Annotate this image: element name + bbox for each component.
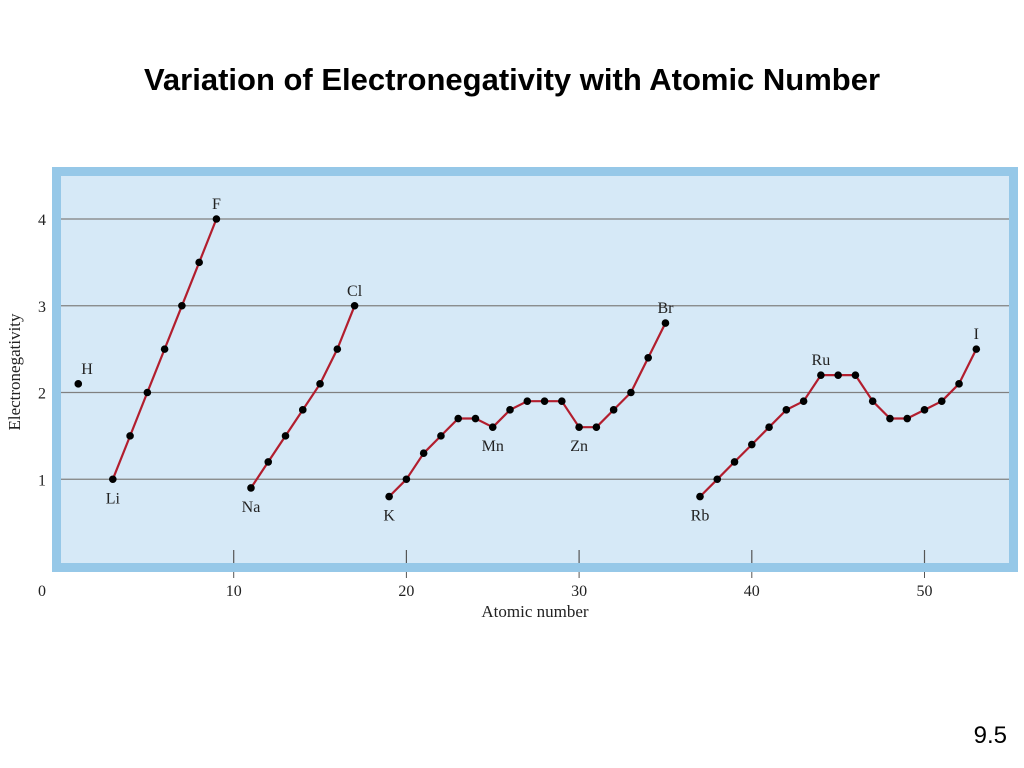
data-point — [160, 345, 169, 353]
data-point — [765, 423, 773, 432]
data-point — [713, 475, 722, 484]
data-point — [247, 484, 255, 492]
data-point — [972, 345, 981, 353]
data-point — [454, 414, 463, 423]
data-point — [316, 380, 324, 388]
data-point — [350, 301, 359, 310]
y-tick-label: 1 — [38, 472, 46, 489]
data-point — [920, 406, 929, 414]
data-point — [298, 406, 307, 414]
x-axis-label: Atomic number — [481, 602, 589, 621]
element-label: Mn — [482, 438, 504, 455]
data-point — [851, 371, 860, 379]
data-point — [264, 458, 273, 466]
data-point — [419, 449, 428, 458]
data-point — [488, 423, 497, 432]
data-point — [143, 388, 152, 397]
element-labels: F Li Cl Na Br K Mn Zn I Ru Rb H — [81, 196, 979, 525]
x-tick-label: 10 — [226, 583, 242, 600]
data-point — [955, 380, 963, 388]
data-point — [523, 397, 532, 405]
element-label: I — [974, 326, 979, 343]
data-point — [212, 215, 221, 223]
data-point — [281, 432, 290, 440]
data-point — [644, 354, 652, 362]
element-label: H — [81, 361, 93, 378]
x-tick-label: 0 — [38, 583, 46, 600]
data-point — [333, 345, 342, 353]
element-label: Zn — [570, 438, 588, 455]
element-label: F — [212, 196, 221, 213]
data-point — [799, 397, 808, 405]
data-point — [748, 440, 756, 449]
x-tick-label: 40 — [744, 583, 760, 600]
y-tick-label: 4 — [38, 212, 46, 229]
x-tick-label: 50 — [917, 583, 933, 600]
y-axis-label: Electronegativity — [5, 313, 24, 431]
data-point — [868, 397, 877, 405]
data-point — [696, 492, 704, 501]
data-point — [661, 319, 670, 327]
element-label: Br — [657, 300, 674, 317]
element-label: Li — [106, 490, 121, 507]
data-point — [109, 475, 117, 484]
data-point — [575, 423, 583, 432]
slide-title: Variation of Electronegativity with Atom… — [143, 62, 881, 97]
element-label: Na — [242, 499, 261, 516]
data-point — [195, 258, 203, 267]
data-point — [471, 414, 480, 423]
data-point — [817, 371, 825, 379]
data-markers — [74, 215, 981, 501]
x-tick-label: 30 — [571, 583, 587, 600]
data-point — [627, 388, 635, 397]
data-point — [540, 397, 549, 405]
element-label: Ru — [812, 352, 831, 369]
data-point — [126, 432, 134, 440]
data-point — [782, 406, 791, 414]
element-label: Cl — [347, 283, 363, 300]
data-point — [74, 380, 83, 388]
y-tick-label: 3 — [38, 299, 46, 316]
data-point — [937, 397, 946, 405]
data-point — [506, 406, 514, 414]
data-point — [178, 301, 186, 310]
x-tick-label: 20 — [398, 583, 414, 600]
data-point — [886, 414, 894, 423]
y-tick-label: 2 — [38, 386, 46, 403]
data-point — [834, 371, 842, 379]
slide-number: 9.5 — [973, 722, 1007, 749]
element-label: Rb — [691, 508, 710, 525]
data-point — [903, 414, 912, 423]
data-point — [592, 423, 601, 432]
plot-area — [61, 176, 1009, 563]
data-point — [402, 475, 411, 484]
data-point — [609, 406, 618, 414]
data-point — [558, 397, 566, 405]
element-label: K — [383, 508, 395, 525]
data-point — [385, 492, 393, 501]
data-point — [730, 458, 739, 466]
data-point — [437, 432, 445, 440]
